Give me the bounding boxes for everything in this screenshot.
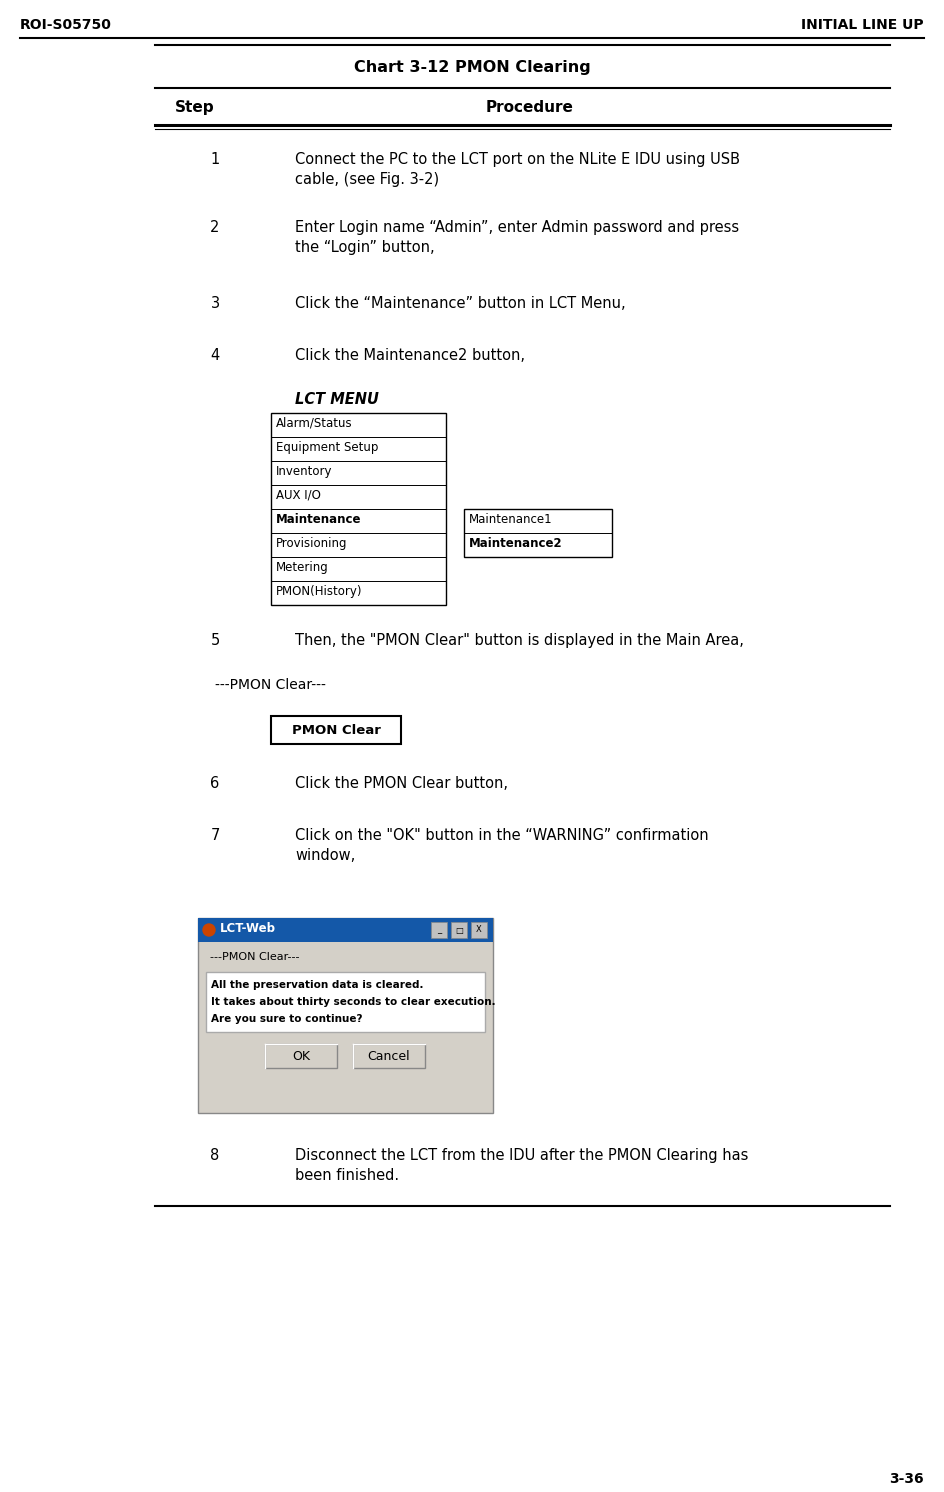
Text: LCT MENU: LCT MENU — [295, 392, 379, 407]
Text: OK: OK — [292, 1049, 310, 1062]
Text: cable, (see Fig. 3-2): cable, (see Fig. 3-2) — [295, 172, 439, 186]
Text: Procedure: Procedure — [486, 100, 574, 115]
Circle shape — [203, 924, 215, 935]
Text: Equipment Setup: Equipment Setup — [276, 442, 379, 454]
Text: 4: 4 — [211, 348, 220, 363]
Text: ---PMON Clear---: ---PMON Clear--- — [210, 952, 299, 962]
Text: ---PMON Clear---: ---PMON Clear--- — [215, 677, 326, 692]
Bar — [271, 716, 401, 745]
Bar — [198, 918, 493, 941]
Text: □: □ — [455, 925, 463, 934]
Text: PMON(History): PMON(History) — [276, 585, 362, 598]
Text: AUX I/O: AUX I/O — [276, 489, 321, 501]
Text: 2: 2 — [211, 219, 220, 236]
Text: Step: Step — [175, 100, 214, 115]
Text: 5: 5 — [211, 633, 220, 648]
Text: X: X — [476, 925, 481, 934]
Text: Metering: Metering — [276, 561, 329, 574]
Text: window,: window, — [295, 847, 355, 862]
Text: LCT-Web: LCT-Web — [220, 922, 276, 935]
Bar — [464, 509, 612, 557]
Text: Are you sure to continue?: Are you sure to continue? — [211, 1015, 362, 1024]
Text: Enter Login name “Admin”, enter Admin password and press: Enter Login name “Admin”, enter Admin pa… — [295, 219, 739, 236]
Text: Provisioning: Provisioning — [276, 537, 347, 551]
Text: 7: 7 — [211, 828, 220, 843]
Text: Maintenance1: Maintenance1 — [469, 513, 552, 527]
Bar — [265, 1044, 337, 1068]
Text: 6: 6 — [211, 776, 220, 791]
Text: 1: 1 — [211, 152, 220, 167]
Text: Then, the "PMON Clear" button is displayed in the Main Area,: Then, the "PMON Clear" button is display… — [295, 633, 744, 648]
Bar — [451, 922, 467, 938]
Text: Click the “Maintenance” button in LCT Menu,: Click the “Maintenance” button in LCT Me… — [295, 295, 626, 310]
Bar — [206, 971, 485, 1032]
Text: Inventory: Inventory — [276, 466, 332, 477]
Text: _: _ — [437, 925, 441, 934]
Text: Chart 3-12 PMON Clearing: Chart 3-12 PMON Clearing — [354, 60, 590, 75]
Text: Click the PMON Clear button,: Click the PMON Clear button, — [295, 776, 508, 791]
Bar — [471, 922, 487, 938]
Text: Alarm/Status: Alarm/Status — [276, 416, 353, 430]
Text: the “Login” button,: the “Login” button, — [295, 240, 434, 255]
Bar — [271, 413, 446, 604]
Text: PMON Clear: PMON Clear — [292, 724, 380, 737]
Text: 8: 8 — [211, 1147, 220, 1162]
Bar — [431, 922, 447, 938]
Text: INITIAL LINE UP: INITIAL LINE UP — [801, 18, 924, 31]
Text: Maintenance2: Maintenance2 — [469, 537, 563, 551]
Text: Disconnect the LCT from the IDU after the PMON Clearing has: Disconnect the LCT from the IDU after th… — [295, 1147, 749, 1162]
Text: ROI-S05750: ROI-S05750 — [20, 18, 112, 31]
Bar — [198, 918, 493, 1113]
Text: been finished.: been finished. — [295, 1168, 399, 1183]
Text: Maintenance: Maintenance — [276, 513, 362, 527]
Text: Click on the "OK" button in the “WARNING” confirmation: Click on the "OK" button in the “WARNING… — [295, 828, 709, 843]
Text: Connect the PC to the LCT port on the NLite E IDU using USB: Connect the PC to the LCT port on the NL… — [295, 152, 740, 167]
Text: 3: 3 — [211, 295, 220, 310]
Text: It takes about thirty seconds to clear execution.: It takes about thirty seconds to clear e… — [211, 997, 496, 1007]
Text: Click the Maintenance2 button,: Click the Maintenance2 button, — [295, 348, 525, 363]
Bar — [353, 1044, 425, 1068]
Text: 3-36: 3-36 — [889, 1473, 924, 1486]
Text: All the preservation data is cleared.: All the preservation data is cleared. — [211, 980, 424, 991]
Text: Cancel: Cancel — [367, 1049, 411, 1062]
